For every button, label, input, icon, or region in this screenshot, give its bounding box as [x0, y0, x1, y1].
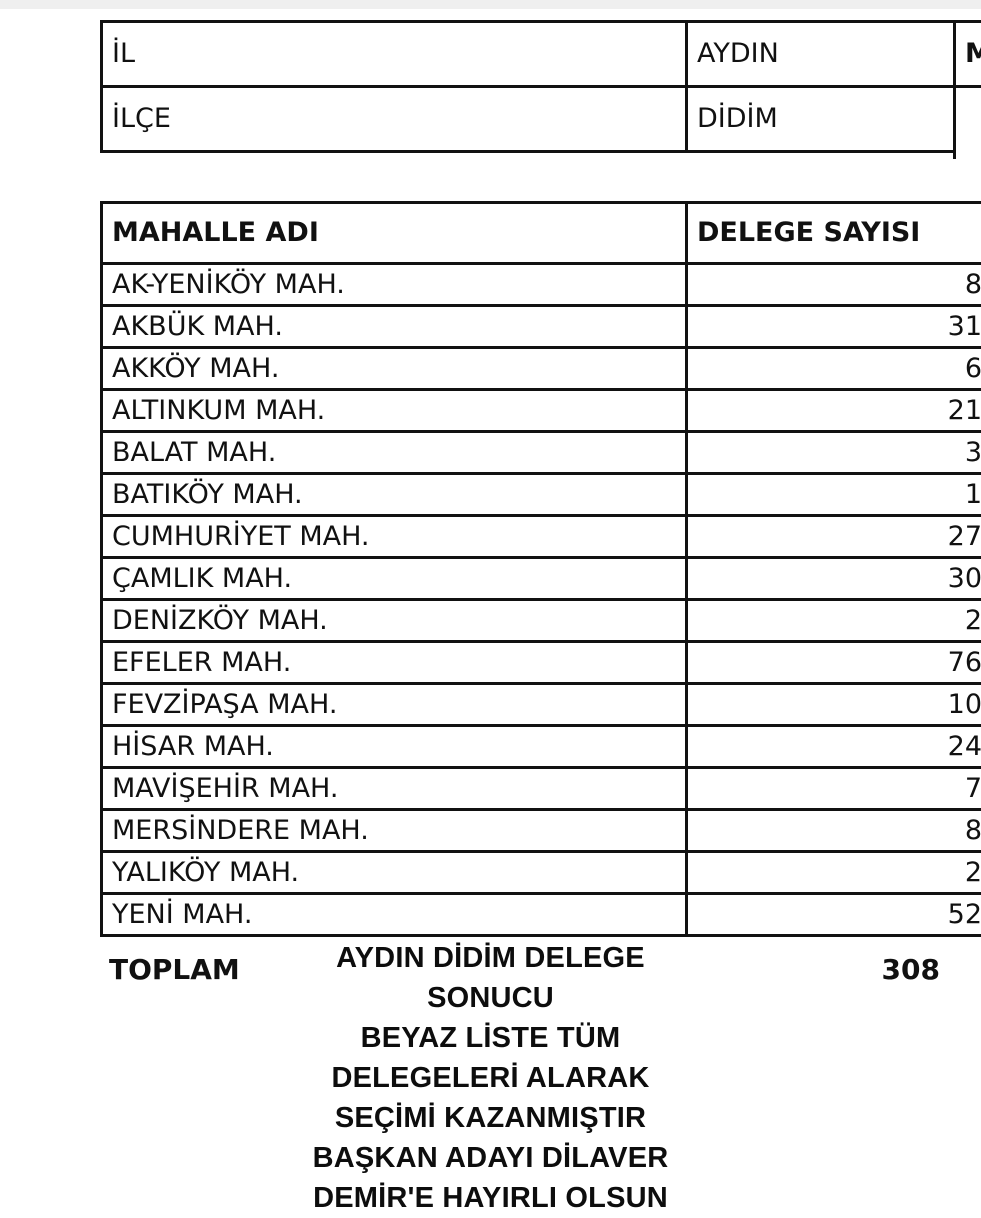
cutoff-column-stub [953, 88, 981, 159]
cell-mahalle-adi: EFELER MAH. [102, 642, 687, 684]
table-row: HİSAR MAH.24 [102, 726, 981, 768]
table-row: ALTINKUM MAH.21 [102, 390, 981, 432]
table-row: BATIKÖY MAH.1 [102, 474, 981, 516]
cell-mahalle-adi: YALIKÖY MAH. [102, 852, 687, 894]
cell-mahalle-adi: ÇAMLIK MAH. [102, 558, 687, 600]
info-value-ilce: DİDİM [687, 87, 981, 152]
top-edge-strip [0, 0, 981, 9]
table-row: CUMHURİYET MAH.27 [102, 516, 981, 558]
cell-mahalle-adi: AK-YENİKÖY MAH. [102, 264, 687, 306]
cell-delege-sayisi: 8 [687, 264, 981, 306]
table-row: AKBÜK MAH.31 [102, 306, 981, 348]
total-value: 308 [664, 953, 949, 986]
cell-delege-sayisi: 10 [687, 684, 981, 726]
announcement-line: BEYAZ LİSTE TÜM [0, 1018, 981, 1058]
cell-mahalle-adi: DENİZKÖY MAH. [102, 600, 687, 642]
announcement-line: SEÇİMİ KAZANMIŞTIR [0, 1098, 981, 1138]
info-label-ilce: İLÇE [102, 87, 687, 152]
table-row: BALAT MAH.3 [102, 432, 981, 474]
cell-delege-sayisi: 30 [687, 558, 981, 600]
cell-mahalle-adi: HİSAR MAH. [102, 726, 687, 768]
cell-delege-sayisi: 6 [687, 348, 981, 390]
announcement-line: DEMİR'E HAYIRLI OLSUN [0, 1178, 981, 1218]
cell-mahalle-adi: MAVİŞEHİR MAH. [102, 768, 687, 810]
cell-delege-sayisi: 2 [687, 600, 981, 642]
table-header-row: MAHALLE ADI DELEGE SAYISI [102, 203, 981, 264]
announcement-line: BAŞKAN ADAYI DİLAVER [0, 1138, 981, 1178]
cell-mahalle-adi: YENİ MAH. [102, 894, 687, 936]
cell-delege-sayisi: 31 [687, 306, 981, 348]
cell-mahalle-adi: AKBÜK MAH. [102, 306, 687, 348]
cell-delege-sayisi: 2 [687, 852, 981, 894]
table-row: EFELER MAH.76 [102, 642, 981, 684]
location-info-table: İL AYDIN İLÇE DİDİM [100, 20, 981, 153]
cell-delege-sayisi: 76 [687, 642, 981, 684]
table-row: AKKÖY MAH.6 [102, 348, 981, 390]
table-row: İLÇE DİDİM [102, 87, 981, 152]
cell-delege-sayisi: 21 [687, 390, 981, 432]
cutoff-column-header: M [953, 20, 981, 88]
table-row: AK-YENİKÖY MAH.8 [102, 264, 981, 306]
cell-delege-sayisi: 52 [687, 894, 981, 936]
cell-delege-sayisi: 24 [687, 726, 981, 768]
delegate-counts-body: MAHALLE ADI DELEGE SAYISI AK-YENİKÖY MAH… [102, 203, 981, 936]
column-header-mahalle-adi: MAHALLE ADI [102, 203, 687, 264]
info-label-il: İL [102, 22, 687, 87]
table-row: İL AYDIN [102, 22, 981, 87]
total-row: TOPLAM 308 [100, 945, 949, 993]
table-row: ÇAMLIK MAH.30 [102, 558, 981, 600]
info-value-il: AYDIN [687, 22, 981, 87]
announcement-line: DELEGELERİ ALARAK [0, 1058, 981, 1098]
table-row: YALIKÖY MAH.2 [102, 852, 981, 894]
cell-delege-sayisi: 27 [687, 516, 981, 558]
column-header-delege-sayisi: DELEGE SAYISI [687, 203, 981, 264]
cell-mahalle-adi: ALTINKUM MAH. [102, 390, 687, 432]
table-row: MAVİŞEHİR MAH.7 [102, 768, 981, 810]
cell-mahalle-adi: CUMHURİYET MAH. [102, 516, 687, 558]
cell-mahalle-adi: BALAT MAH. [102, 432, 687, 474]
cell-mahalle-adi: AKKÖY MAH. [102, 348, 687, 390]
total-label: TOPLAM [100, 953, 664, 986]
cell-delege-sayisi: 8 [687, 810, 981, 852]
table-row: DENİZKÖY MAH.2 [102, 600, 981, 642]
cell-mahalle-adi: MERSİNDERE MAH. [102, 810, 687, 852]
table-row: MERSİNDERE MAH.8 [102, 810, 981, 852]
cell-delege-sayisi: 7 [687, 768, 981, 810]
cell-mahalle-adi: BATIKÖY MAH. [102, 474, 687, 516]
cell-delege-sayisi: 3 [687, 432, 981, 474]
table-row: YENİ MAH.52 [102, 894, 981, 936]
table-row: FEVZİPAŞA MAH.10 [102, 684, 981, 726]
location-info-body: İL AYDIN İLÇE DİDİM [102, 22, 981, 152]
cell-delege-sayisi: 1 [687, 474, 981, 516]
delegate-counts-table: MAHALLE ADI DELEGE SAYISI AK-YENİKÖY MAH… [100, 201, 981, 937]
cell-mahalle-adi: FEVZİPAŞA MAH. [102, 684, 687, 726]
